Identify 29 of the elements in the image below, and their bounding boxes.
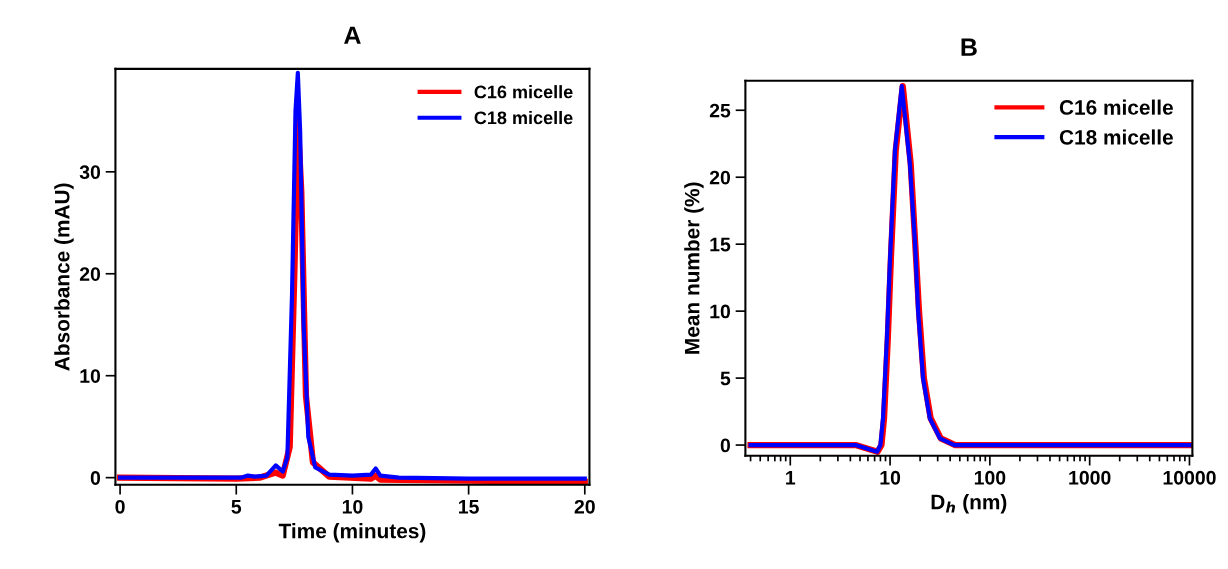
x-axis-title: D$_{h}$ (nm) bbox=[931, 494, 1007, 514]
x-tick-label: 0 bbox=[115, 499, 125, 514]
x-tick-label: 10000 bbox=[1163, 470, 1216, 485]
x-tick-label: 10 bbox=[880, 470, 901, 485]
y-tick-label: 30 bbox=[79, 165, 101, 180]
y-tick-label: 15 bbox=[710, 237, 731, 252]
y-axis-title: Absorbance (mAU) bbox=[54, 183, 74, 371]
y-axis-title: Mean number (%) bbox=[684, 182, 704, 354]
x-tick-label: 15 bbox=[459, 500, 479, 514]
y-tick-label: 0 bbox=[720, 438, 731, 453]
y-tick-label: 10 bbox=[710, 304, 731, 319]
legend-label: C18 micelle bbox=[474, 110, 573, 125]
y-tick-label: 5 bbox=[720, 371, 731, 386]
y-tick-label: 20 bbox=[79, 267, 101, 281]
x-tick-label: 100 bbox=[974, 470, 1006, 485]
x-tick-label: 20 bbox=[574, 499, 595, 514]
x-tick-label: 5 bbox=[231, 500, 242, 514]
y-tick-label: 10 bbox=[80, 369, 101, 383]
legend-label: C16 micelle bbox=[1059, 99, 1173, 115]
x-tick-label: 1 bbox=[786, 471, 796, 485]
x-tick-label: 1000 bbox=[1069, 470, 1111, 485]
x-tick-label: 10 bbox=[342, 499, 363, 514]
legend-label: C18 micelle bbox=[1059, 129, 1173, 145]
chart-title: B bbox=[961, 38, 977, 56]
chart-title: A bbox=[344, 26, 361, 44]
legend-label: C16 micelle bbox=[474, 85, 573, 99]
y-tick-label: 25 bbox=[709, 103, 731, 118]
x-axis-title: Time (minutes) bbox=[278, 523, 426, 543]
y-tick-label: 20 bbox=[709, 170, 731, 185]
